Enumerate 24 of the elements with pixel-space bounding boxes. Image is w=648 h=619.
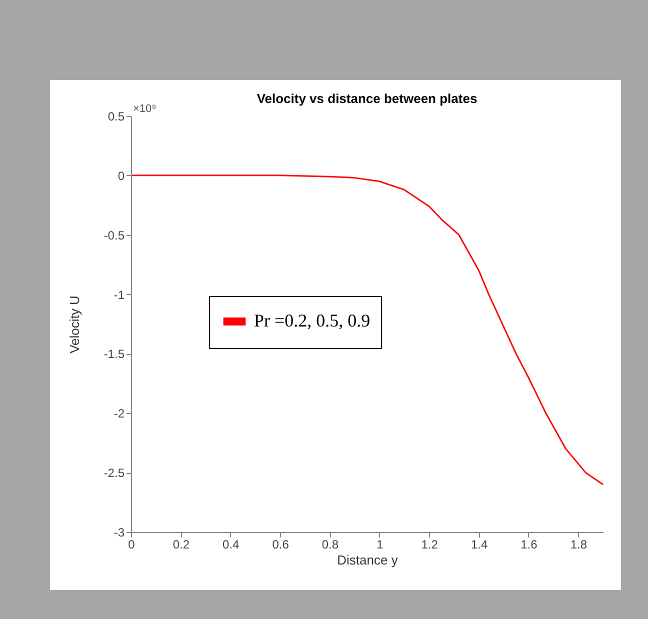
y-tick-label: -2.5 xyxy=(104,466,125,480)
chart-title: Velocity vs distance between plates xyxy=(256,91,478,106)
x-tick-label: 0.8 xyxy=(322,538,339,552)
text: ×10⁹ xyxy=(133,103,156,115)
y-tick-label: -0.5 xyxy=(104,228,125,242)
legend-label: Pr =0.2, 0.5, 0.9 xyxy=(254,310,370,330)
y-axis-title: Velocity U xyxy=(66,296,82,354)
x-tick-label: 0.2 xyxy=(172,538,190,552)
x-axis-title: Distance y xyxy=(337,552,398,568)
y-tick-label: -2 xyxy=(114,406,125,421)
y-tick-label: -1.5 xyxy=(104,347,125,362)
y-tick-label: -1 xyxy=(114,288,125,302)
x-tick-label: 0.4 xyxy=(222,538,240,552)
x-tick-label: 1.4 xyxy=(470,538,488,552)
x-tick-label: 0.6 xyxy=(272,538,290,552)
x-tick-label: 1.6 xyxy=(520,538,538,552)
x-tick-label: 0 xyxy=(128,538,136,552)
x-tick-label: 1 xyxy=(376,538,384,552)
x-tick-label: 1.8 xyxy=(570,538,588,552)
y-tick-label: 0.5 xyxy=(108,110,125,124)
line-series xyxy=(130,174,604,486)
y-tick-label: -3 xyxy=(114,526,125,540)
y-tick-label: 0 xyxy=(118,168,125,183)
x-tick-label: 1.2 xyxy=(421,538,438,552)
